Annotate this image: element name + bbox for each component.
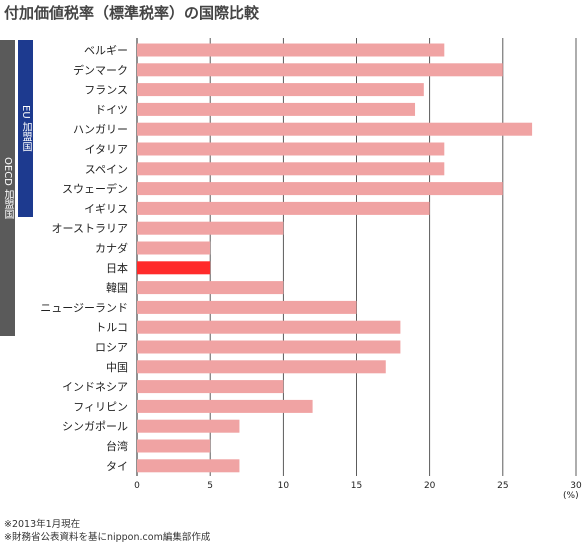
x-tick-label: 20 — [424, 481, 436, 491]
bar — [137, 281, 284, 295]
category-label: スペイン — [85, 163, 128, 176]
category-label: イギリス — [84, 202, 128, 215]
bar — [137, 340, 401, 354]
bar — [137, 419, 240, 433]
x-tick-label: 30 — [570, 481, 582, 491]
category-label: イタリア — [84, 143, 128, 156]
x-tick-label: 15 — [351, 481, 362, 491]
category-label: トルコ — [95, 321, 128, 334]
category-label: インドネシア — [62, 381, 128, 394]
category-label: ロシア — [95, 341, 128, 354]
category-labels: ベルギーデンマークフランスドイツハンガリーイタリアスペインスウェーデンイギリスオ… — [40, 44, 128, 473]
footnote-source: ※財務省公表資料を基にnippon.com編集部作成 — [4, 532, 211, 543]
bar — [137, 122, 533, 136]
bar — [137, 261, 211, 275]
x-tick-labels: 0 5 10 15 20 25 30 — [134, 481, 582, 491]
bar — [137, 360, 386, 374]
bar — [137, 142, 445, 156]
category-label: 中国 — [106, 361, 128, 374]
x-tick-label: 0 — [134, 481, 140, 491]
bar — [137, 320, 401, 334]
x-tick-label: 5 — [207, 481, 213, 491]
category-label: オーストラリア — [52, 222, 128, 235]
bar — [137, 83, 424, 97]
category-label: ドイツ — [95, 103, 128, 116]
bar — [137, 162, 445, 176]
bar — [137, 63, 503, 77]
bar — [137, 201, 430, 215]
bar — [137, 102, 416, 116]
category-label: スウェーデン — [62, 182, 128, 196]
bar — [137, 380, 284, 394]
category-label: タイ — [106, 460, 128, 473]
category-label: ハンガリー — [73, 123, 128, 136]
category-label: 台湾 — [106, 439, 128, 453]
category-label: シンガポール — [62, 420, 128, 433]
bar — [137, 439, 211, 453]
bar — [137, 182, 503, 196]
bars — [137, 43, 533, 473]
bar — [137, 43, 445, 57]
category-label: カナダ — [95, 241, 128, 255]
chart-title: 付加価値税率（標準税率）の国際比較 — [4, 4, 260, 22]
category-label: デンマーク — [73, 63, 128, 77]
x-tick-label: 10 — [278, 481, 290, 491]
bar — [137, 399, 313, 413]
bar — [137, 300, 357, 314]
oecd-group-label: OECD 加盟国 — [2, 156, 13, 220]
category-label: 日本 — [106, 261, 128, 275]
eu-group-band — [18, 40, 33, 217]
eu-group-label: EU 加盟国 — [20, 105, 31, 152]
category-label: ニュージーランド — [40, 301, 128, 314]
oecd-group-band — [0, 40, 15, 336]
bar — [137, 241, 211, 255]
category-label: フィリピン — [73, 400, 128, 413]
category-label: フランス — [84, 84, 128, 97]
bar — [137, 221, 284, 235]
bar — [137, 459, 240, 473]
x-unit-label: (%) — [563, 491, 579, 501]
category-label: 韓国 — [106, 282, 128, 295]
category-label: ベルギー — [84, 44, 128, 57]
x-tick-label: 25 — [497, 481, 508, 491]
footnote-date: ※2013年1月現在 — [4, 519, 81, 530]
